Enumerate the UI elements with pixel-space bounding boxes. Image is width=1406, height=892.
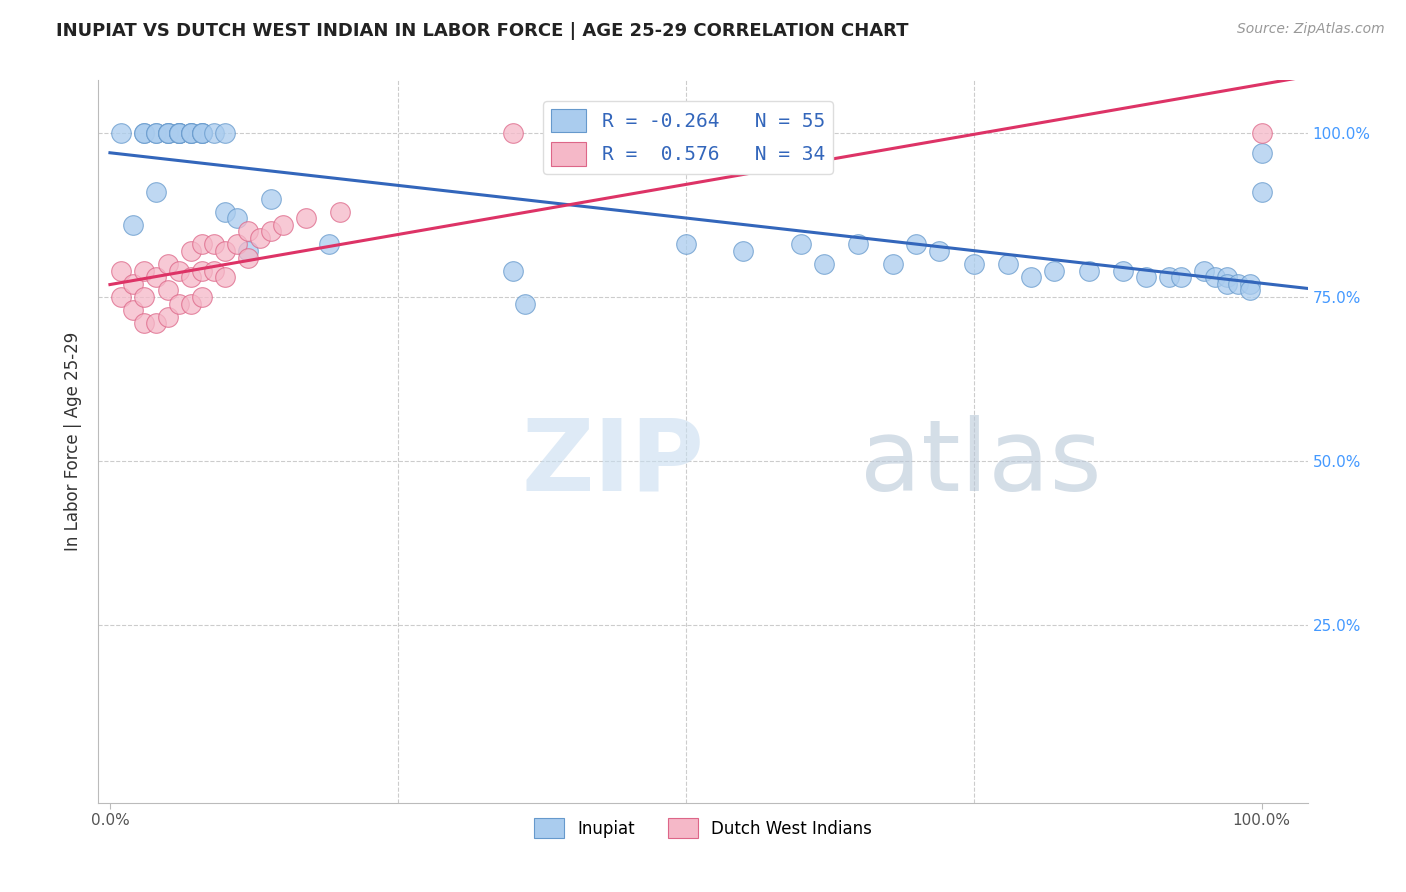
Point — [202, 237, 225, 252]
Point — [191, 264, 214, 278]
Point — [122, 218, 145, 232]
Point — [180, 126, 202, 140]
Point — [1170, 270, 1192, 285]
Point — [110, 290, 132, 304]
Point — [214, 126, 236, 140]
Point — [1216, 277, 1239, 291]
Point — [1250, 126, 1272, 140]
Point — [156, 284, 179, 298]
Point — [180, 244, 202, 258]
Text: atlas: atlas — [860, 415, 1102, 512]
Point — [1239, 284, 1261, 298]
Point — [1250, 185, 1272, 199]
Point — [156, 126, 179, 140]
Point — [294, 211, 316, 226]
Point — [191, 126, 214, 140]
Point — [191, 290, 214, 304]
Point — [214, 270, 236, 285]
Point — [260, 224, 283, 238]
Point — [236, 251, 259, 265]
Point — [962, 257, 984, 271]
Point — [1192, 264, 1215, 278]
Point — [214, 244, 236, 258]
Point — [180, 270, 202, 285]
Point — [167, 126, 190, 140]
Point — [122, 303, 145, 318]
Point — [1204, 270, 1226, 285]
Point — [167, 126, 190, 140]
Point — [997, 257, 1019, 271]
Point — [191, 126, 214, 140]
Point — [202, 264, 225, 278]
Point — [1227, 277, 1250, 291]
Point — [134, 126, 156, 140]
Point — [813, 257, 835, 271]
Point — [156, 126, 179, 140]
Point — [848, 237, 870, 252]
Point — [167, 264, 190, 278]
Point — [156, 257, 179, 271]
Point — [1135, 270, 1157, 285]
Point — [1043, 264, 1066, 278]
Point — [110, 264, 132, 278]
Point — [191, 237, 214, 252]
Point — [145, 185, 167, 199]
Point — [1216, 270, 1239, 285]
Point — [271, 218, 294, 232]
Point — [905, 237, 928, 252]
Point — [145, 126, 167, 140]
Point — [790, 237, 813, 252]
Point — [1019, 270, 1042, 285]
Point — [145, 316, 167, 330]
Point — [928, 244, 950, 258]
Point — [236, 244, 259, 258]
Point — [134, 264, 156, 278]
Point — [225, 211, 247, 226]
Point — [180, 126, 202, 140]
Legend: Inupiat, Dutch West Indians: Inupiat, Dutch West Indians — [527, 812, 879, 845]
Point — [675, 237, 697, 252]
Text: Source: ZipAtlas.com: Source: ZipAtlas.com — [1237, 22, 1385, 37]
Point — [329, 204, 352, 219]
Text: ZIP: ZIP — [522, 415, 704, 512]
Point — [1077, 264, 1099, 278]
Point — [110, 126, 132, 140]
Point — [249, 231, 271, 245]
Point — [180, 126, 202, 140]
Point — [1159, 270, 1181, 285]
Point — [156, 126, 179, 140]
Point — [733, 244, 755, 258]
Point — [191, 126, 214, 140]
Point — [236, 224, 259, 238]
Point — [202, 126, 225, 140]
Point — [156, 310, 179, 324]
Point — [134, 126, 156, 140]
Point — [167, 126, 190, 140]
Point — [214, 204, 236, 219]
Point — [882, 257, 904, 271]
Point — [318, 237, 340, 252]
Point — [134, 290, 156, 304]
Point — [1250, 145, 1272, 160]
Point — [225, 237, 247, 252]
Point — [502, 126, 524, 140]
Point — [260, 192, 283, 206]
Y-axis label: In Labor Force | Age 25-29: In Labor Force | Age 25-29 — [65, 332, 83, 551]
Point — [513, 296, 536, 310]
Point — [145, 126, 167, 140]
Point — [145, 270, 167, 285]
Point — [134, 316, 156, 330]
Point — [1112, 264, 1135, 278]
Point — [122, 277, 145, 291]
Point — [502, 264, 524, 278]
Point — [167, 126, 190, 140]
Text: INUPIAT VS DUTCH WEST INDIAN IN LABOR FORCE | AGE 25-29 CORRELATION CHART: INUPIAT VS DUTCH WEST INDIAN IN LABOR FO… — [56, 22, 908, 40]
Point — [167, 296, 190, 310]
Point — [1239, 277, 1261, 291]
Point — [180, 296, 202, 310]
